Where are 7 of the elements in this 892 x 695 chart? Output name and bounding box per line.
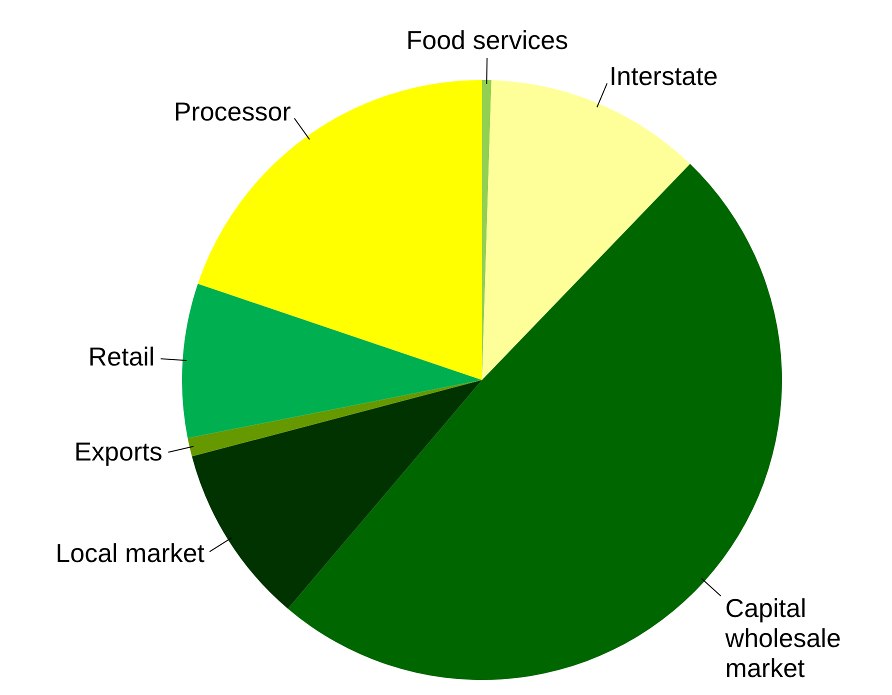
slice-label: Capital wholesale market [724, 593, 841, 684]
slice-label: Retail [88, 342, 155, 372]
slice-label: Exports [74, 436, 162, 467]
slice-label: Processor [174, 96, 292, 127]
slice-label: Interstate [609, 60, 718, 91]
slice-label: Food services [406, 25, 568, 56]
slice-label: Local market [56, 538, 206, 568]
